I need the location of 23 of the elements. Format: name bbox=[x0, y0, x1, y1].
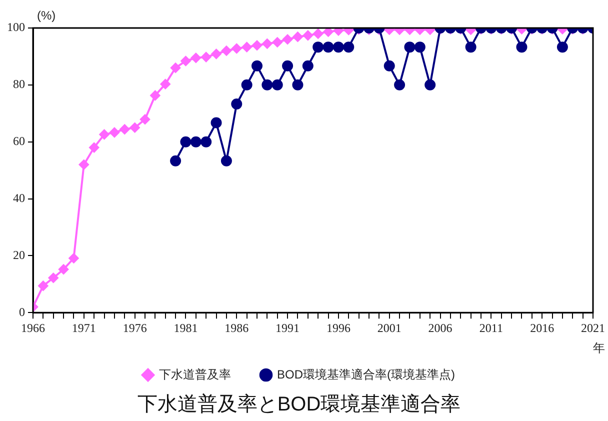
x-tick-label: 1966 bbox=[21, 320, 45, 335]
x-tick-label: 1976 bbox=[122, 320, 147, 335]
x-tick-label: 1991 bbox=[276, 320, 300, 335]
y-tick-label: 80 bbox=[13, 77, 25, 92]
y-axis-title: (%) bbox=[37, 8, 56, 22]
y-tick-label: 0 bbox=[19, 304, 25, 319]
x-tick-label: 2001 bbox=[377, 320, 402, 335]
x-tick-label: 2021 bbox=[581, 320, 605, 335]
y-tick-label: 100 bbox=[7, 20, 25, 34]
y-tick-label: 40 bbox=[13, 190, 25, 205]
legend-label: BOD環境基準適合率(環境基準点) bbox=[277, 367, 455, 382]
x-tick-label: 2011 bbox=[479, 320, 503, 335]
x-tick-label: 2016 bbox=[530, 320, 554, 335]
x-tick-label: 1971 bbox=[72, 320, 96, 335]
y-tick-label: 60 bbox=[13, 134, 25, 148]
x-tick-label: 1981 bbox=[174, 320, 198, 335]
x-axis-title: 年 bbox=[593, 340, 605, 355]
legend-label: 下水道普及率 bbox=[159, 367, 231, 382]
x-tick-label: 2006 bbox=[428, 320, 452, 335]
x-tick-label: 1986 bbox=[224, 320, 249, 335]
text: 下水道普及率とBOD環境基準適合率 bbox=[137, 392, 461, 416]
x-tick-label: 1996 bbox=[326, 320, 350, 335]
y-tick-label: 20 bbox=[13, 248, 25, 262]
